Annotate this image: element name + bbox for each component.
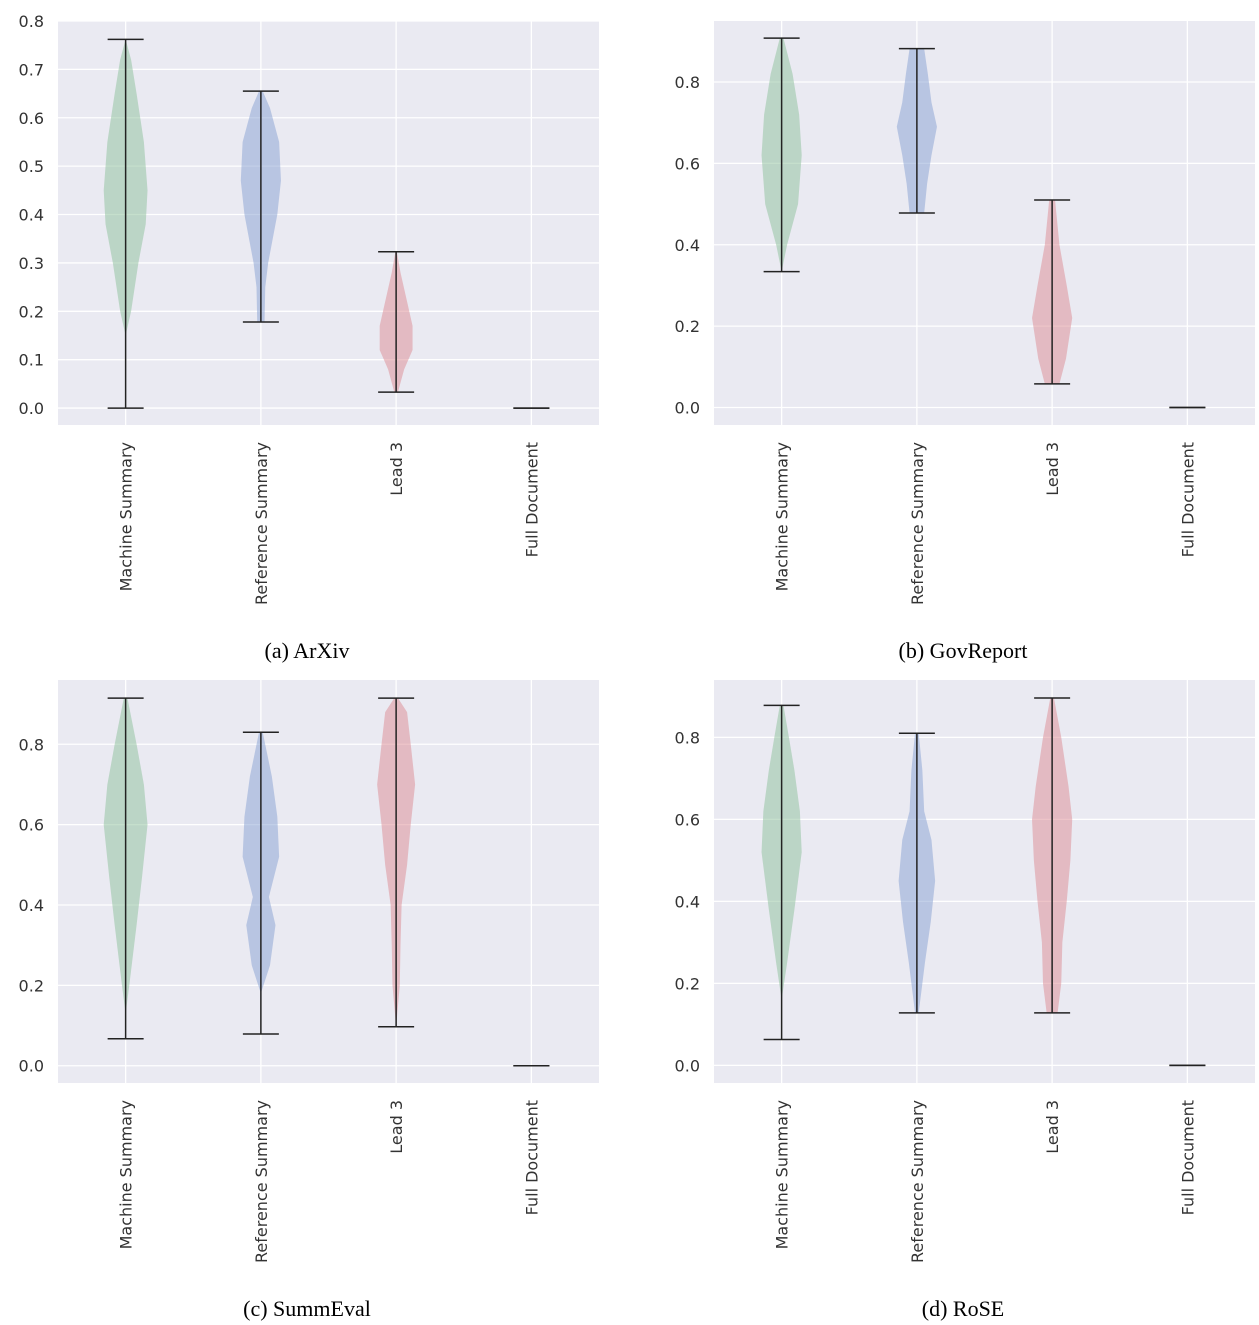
plot-area	[714, 680, 1255, 1083]
x-tick-label-full-document: Full Document	[1178, 442, 1197, 557]
x-tick-label-lead-3: Lead 3	[387, 1100, 406, 1154]
y-tick-label: 0.7	[19, 60, 44, 79]
x-tick-label-reference-summary: Reference Summary	[252, 442, 271, 605]
y-tick-label: 0.6	[675, 810, 700, 829]
y-tick-label: 0.4	[675, 236, 700, 255]
x-tick-label-lead-3: Lead 3	[1043, 1100, 1062, 1154]
y-tick-label: 0.5	[19, 157, 44, 176]
y-tick-label: 0.8	[19, 12, 44, 31]
x-tick-label-lead-3: Lead 3	[1043, 442, 1062, 496]
plot-area	[58, 21, 599, 425]
y-tick-label: 0.1	[19, 351, 44, 370]
y-tick-label: 0.2	[19, 302, 44, 321]
caption-arxiv: (a) ArXiv	[265, 638, 350, 663]
y-tick-label: 0.2	[19, 976, 44, 995]
y-tick-label: 0.6	[675, 154, 700, 173]
x-tick-label-machine-summary: Machine Summary	[117, 1100, 136, 1249]
x-tick-label-reference-summary: Reference Summary	[908, 1100, 927, 1263]
y-tick-label: 0.8	[675, 73, 700, 92]
panel-rose: 0.0 0.2 0.4 0.6 0.8 Machine Summary Reference …	[675, 680, 1255, 1263]
x-tick-label-machine-summary: Machine Summary	[117, 442, 136, 591]
y-tick-label: 0.4	[19, 896, 44, 915]
x-tick-label-machine-summary: Machine Summary	[773, 1100, 792, 1249]
y-tick-label: 0.6	[19, 816, 44, 835]
y-tick-label: 0.8	[19, 735, 44, 754]
y-tick-label: 0.0	[675, 399, 700, 418]
x-tick-label-full-document: Full Document	[522, 442, 541, 557]
panel-govreport: 0.0 0.2 0.4 0.6 0.8 Machine Summary Reference …	[675, 21, 1255, 605]
plot-area	[714, 21, 1255, 425]
caption-summeval: (c) SummEval	[243, 1296, 371, 1321]
y-tick-label: 0.4	[675, 892, 700, 911]
plot-area	[58, 680, 599, 1083]
caption-govreport: (b) GovReport	[899, 638, 1028, 663]
y-tick-label: 0.6	[19, 109, 44, 128]
caption-rose: (d) RoSE	[922, 1296, 1005, 1321]
y-tick-label: 0.0	[19, 1057, 44, 1076]
x-tick-label-lead-3: Lead 3	[387, 442, 406, 496]
y-tick-label: 0.2	[675, 317, 700, 336]
y-tick-label: 0.8	[675, 728, 700, 747]
y-tick-label: 0.0	[19, 399, 44, 418]
y-tick-label: 0.2	[675, 974, 700, 993]
panel-summeval: 0.0 0.2 0.4 0.6 0.8 Machine Summary Reference …	[19, 680, 599, 1263]
y-tick-label: 0.3	[19, 254, 44, 273]
x-tick-label-reference-summary: Reference Summary	[908, 442, 927, 605]
y-tick-label: 0.4	[19, 206, 44, 225]
x-tick-label-full-document: Full Document	[522, 1100, 541, 1215]
x-tick-label-machine-summary: Machine Summary	[773, 442, 792, 591]
y-tick-label: 0.0	[675, 1056, 700, 1075]
x-tick-label-reference-summary: Reference Summary	[252, 1100, 271, 1263]
panel-arxiv: 0.0 0.1 0.2 0.3 0.4 0.5 0.6 0.7 0.8 Machine Summa…	[19, 12, 599, 605]
x-tick-label-full-document: Full Document	[1178, 1100, 1197, 1215]
